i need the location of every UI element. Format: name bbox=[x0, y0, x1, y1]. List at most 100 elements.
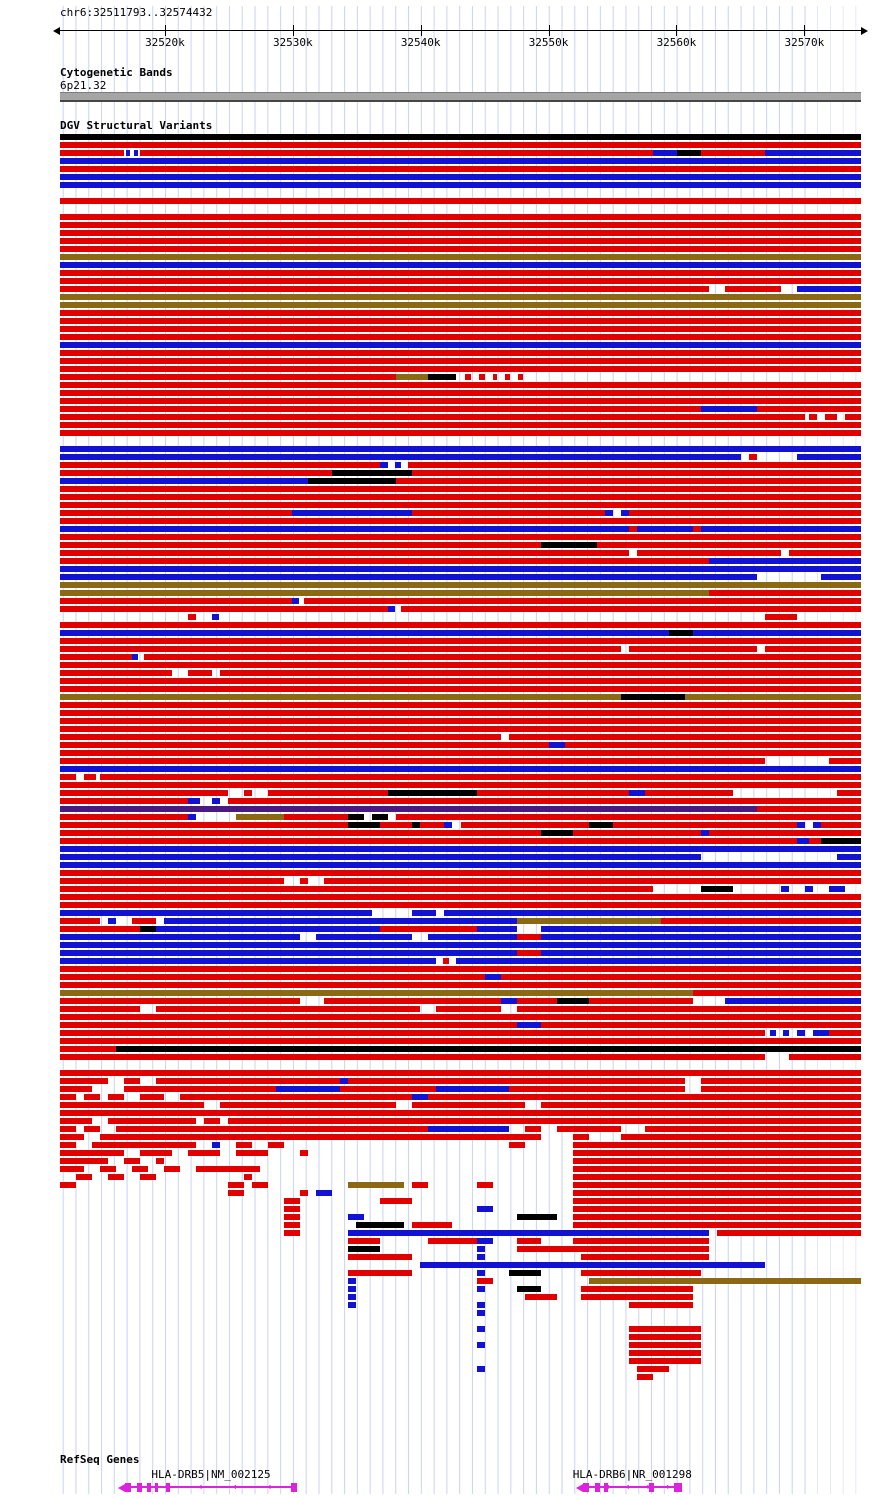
variant-segment[interactable] bbox=[332, 470, 413, 476]
variant-segment[interactable] bbox=[60, 846, 861, 852]
variant-segment[interactable] bbox=[60, 182, 861, 188]
variant-segment[interactable] bbox=[420, 822, 445, 828]
variant-segment[interactable] bbox=[380, 462, 389, 468]
variant-segment[interactable] bbox=[292, 510, 413, 516]
variant-segment[interactable] bbox=[60, 502, 861, 508]
variant-segment[interactable] bbox=[412, 470, 861, 476]
variant-segment[interactable] bbox=[572, 1182, 861, 1188]
variant-segment[interactable] bbox=[436, 1006, 501, 1012]
variant-segment[interactable] bbox=[236, 814, 285, 820]
variant-segment[interactable] bbox=[636, 550, 781, 556]
variant-segment[interactable] bbox=[60, 382, 861, 388]
variant-segment[interactable] bbox=[476, 1270, 485, 1276]
variant-segment[interactable] bbox=[60, 686, 861, 692]
variant-segment[interactable] bbox=[60, 526, 629, 532]
variant-segment[interactable] bbox=[60, 214, 861, 220]
variant-segment[interactable] bbox=[60, 518, 861, 524]
variant-segment[interactable] bbox=[636, 1366, 669, 1372]
variant-segment[interactable] bbox=[808, 414, 817, 420]
variant-segment[interactable] bbox=[348, 1294, 357, 1300]
variant-segment[interactable] bbox=[407, 462, 861, 468]
variant-segment[interactable] bbox=[284, 1206, 301, 1212]
variant-segment[interactable] bbox=[60, 806, 757, 812]
variant-segment[interactable] bbox=[516, 1022, 541, 1028]
variant-segment[interactable] bbox=[484, 974, 501, 980]
variant-segment[interactable] bbox=[394, 462, 402, 468]
variant-segment[interactable] bbox=[820, 574, 861, 580]
variant-segment[interactable] bbox=[516, 1214, 557, 1220]
variant-segment[interactable] bbox=[348, 822, 381, 828]
variant-segment[interactable] bbox=[684, 694, 861, 700]
variant-segment[interactable] bbox=[212, 798, 221, 804]
variant-segment[interactable] bbox=[636, 526, 693, 532]
variant-segment[interactable] bbox=[84, 774, 97, 780]
variant-segment[interactable] bbox=[460, 822, 589, 828]
variant-segment[interactable] bbox=[708, 590, 861, 596]
variant-segment[interactable] bbox=[126, 150, 131, 156]
variant-segment[interactable] bbox=[476, 1254, 485, 1260]
variant-segment[interactable] bbox=[524, 1126, 541, 1132]
variant-segment[interactable] bbox=[348, 814, 365, 820]
variant-segment[interactable] bbox=[244, 1174, 253, 1180]
variant-segment[interactable] bbox=[476, 1326, 485, 1332]
variant-segment[interactable] bbox=[380, 926, 477, 932]
variant-segment[interactable] bbox=[356, 1222, 405, 1228]
variant-segment[interactable] bbox=[724, 286, 781, 292]
variant-segment[interactable] bbox=[788, 550, 861, 556]
variant-segment[interactable] bbox=[588, 822, 613, 828]
variant-segment[interactable] bbox=[60, 134, 861, 140]
variant-segment[interactable] bbox=[196, 1166, 261, 1172]
variant-segment[interactable] bbox=[516, 1246, 709, 1252]
variant-segment[interactable] bbox=[796, 1030, 805, 1036]
variant-segment[interactable] bbox=[588, 1278, 861, 1284]
variant-segment[interactable] bbox=[572, 830, 701, 836]
variant-segment[interactable] bbox=[60, 550, 629, 556]
variant-segment[interactable] bbox=[476, 1342, 485, 1348]
variant-segment[interactable] bbox=[140, 926, 157, 932]
variant-segment[interactable] bbox=[60, 454, 741, 460]
variant-segment[interactable] bbox=[612, 822, 797, 828]
variant-segment[interactable] bbox=[60, 694, 621, 700]
gene-exon[interactable] bbox=[595, 1483, 600, 1492]
variant-segment[interactable] bbox=[396, 478, 861, 484]
variant-segment[interactable] bbox=[628, 646, 757, 652]
variant-segment[interactable] bbox=[60, 1118, 93, 1124]
variant-segment[interactable] bbox=[604, 510, 613, 516]
variant-segment[interactable] bbox=[572, 1222, 861, 1228]
variant-segment[interactable] bbox=[476, 790, 629, 796]
variant-segment[interactable] bbox=[412, 1222, 453, 1228]
variant-segment[interactable] bbox=[636, 1374, 653, 1380]
variant-segment[interactable] bbox=[60, 646, 621, 652]
variant-segment[interactable] bbox=[60, 1142, 77, 1148]
variant-segment[interactable] bbox=[808, 838, 821, 844]
variant-segment[interactable] bbox=[156, 1158, 165, 1164]
variant-segment[interactable] bbox=[412, 510, 605, 516]
variant-segment[interactable] bbox=[428, 1238, 477, 1244]
variant-segment[interactable] bbox=[572, 1206, 861, 1212]
variant-segment[interactable] bbox=[676, 150, 701, 156]
variant-segment[interactable] bbox=[124, 1078, 141, 1084]
variant-segment[interactable] bbox=[380, 1198, 413, 1204]
variant-segment[interactable] bbox=[100, 1134, 285, 1140]
variant-segment[interactable] bbox=[60, 222, 861, 228]
variant-segment[interactable] bbox=[108, 1174, 125, 1180]
variant-segment[interactable] bbox=[60, 414, 805, 420]
variant-segment[interactable] bbox=[284, 1230, 301, 1236]
variant-segment[interactable] bbox=[228, 798, 861, 804]
variant-segment[interactable] bbox=[572, 1166, 861, 1172]
variant-segment[interactable] bbox=[60, 462, 381, 468]
variant-segment[interactable] bbox=[268, 790, 389, 796]
variant-segment[interactable] bbox=[60, 758, 765, 764]
variant-segment[interactable] bbox=[60, 270, 861, 276]
variant-segment[interactable] bbox=[444, 822, 453, 828]
cytoband-bar[interactable] bbox=[60, 92, 861, 102]
variant-segment[interactable] bbox=[508, 1086, 685, 1092]
gene-hla-drb5[interactable]: HLA-DRB5|NM_002125‹‹‹‹ bbox=[117, 1469, 298, 1493]
gene-exon[interactable] bbox=[165, 1483, 170, 1492]
variant-segment[interactable] bbox=[628, 1326, 701, 1332]
variant-segment[interactable] bbox=[60, 1126, 77, 1132]
variant-segment[interactable] bbox=[348, 1278, 357, 1284]
variant-segment[interactable] bbox=[228, 1190, 245, 1196]
variant-segment[interactable] bbox=[60, 1078, 109, 1084]
variant-segment[interactable] bbox=[60, 1094, 77, 1100]
